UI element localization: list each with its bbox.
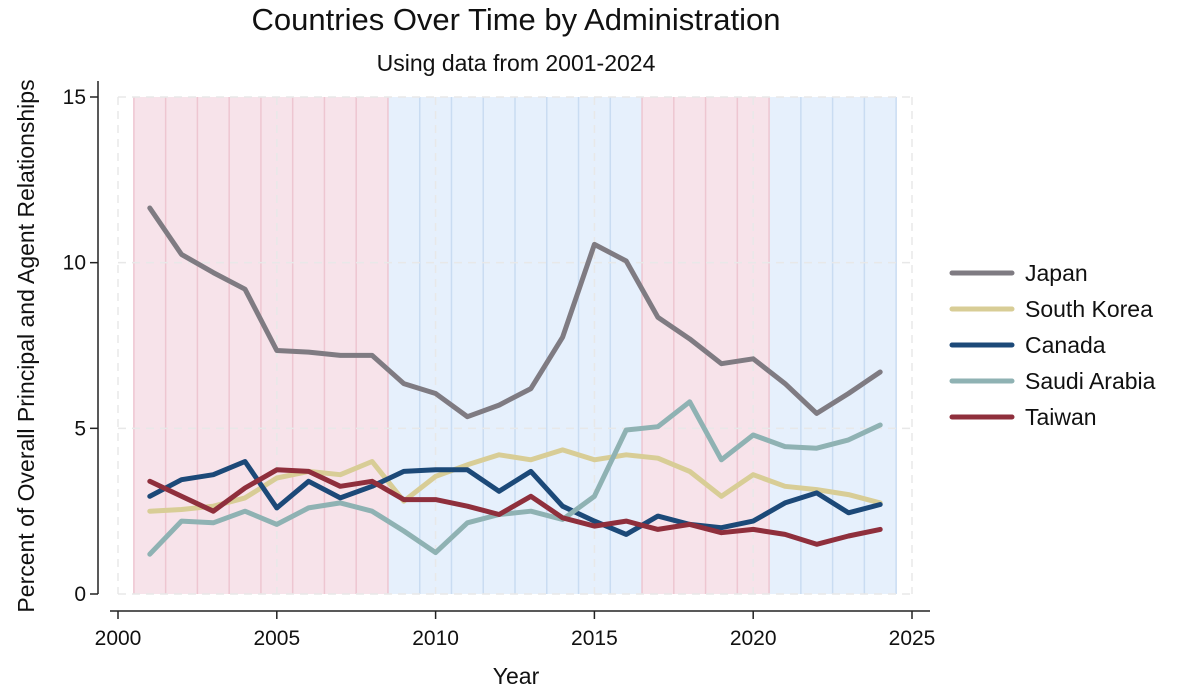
chart-title: Countries Over Time by Administration <box>252 2 781 37</box>
x-tick-label: 2025 <box>889 627 936 650</box>
x-axis-label: Year <box>493 663 540 689</box>
legend-label: Japan <box>1025 260 1088 286</box>
series-lines <box>147 205 883 557</box>
y-tick-label: 0 <box>74 583 86 606</box>
y-tick-label: 5 <box>74 417 86 440</box>
series-line-south-korea <box>147 447 883 514</box>
tick-labels: 0 5 10 15 2000 2005 2010 2015 2020 2025 <box>63 86 936 650</box>
legend: Japan South Korea Canada Saudi Arabia Taiwan <box>949 260 1156 430</box>
x-tick-label: 2000 <box>95 627 142 650</box>
y-axis-label: Percent of Overall Principal and Agent R… <box>13 79 39 612</box>
x-tick-label: 2010 <box>412 627 459 650</box>
x-tick-label: 2020 <box>730 627 777 650</box>
y-tick-label: 15 <box>63 86 86 109</box>
legend-label: South Korea <box>1025 296 1153 322</box>
series-line-saudi-arabia <box>147 399 883 557</box>
y-gridlines <box>117 96 913 595</box>
chart-subtitle: Using data from 2001-2024 <box>377 50 656 76</box>
series-line-canada <box>147 459 883 537</box>
series-line-taiwan <box>147 467 883 547</box>
axes <box>90 81 930 619</box>
x-tick-label: 2015 <box>571 627 618 650</box>
x-tick-label: 2005 <box>253 627 300 650</box>
series-line-japan <box>147 205 883 420</box>
legend-label: Canada <box>1025 332 1106 358</box>
legend-label: Saudi Arabia <box>1025 368 1156 394</box>
y-tick-label: 10 <box>63 252 86 275</box>
legend-label: Taiwan <box>1025 404 1097 430</box>
